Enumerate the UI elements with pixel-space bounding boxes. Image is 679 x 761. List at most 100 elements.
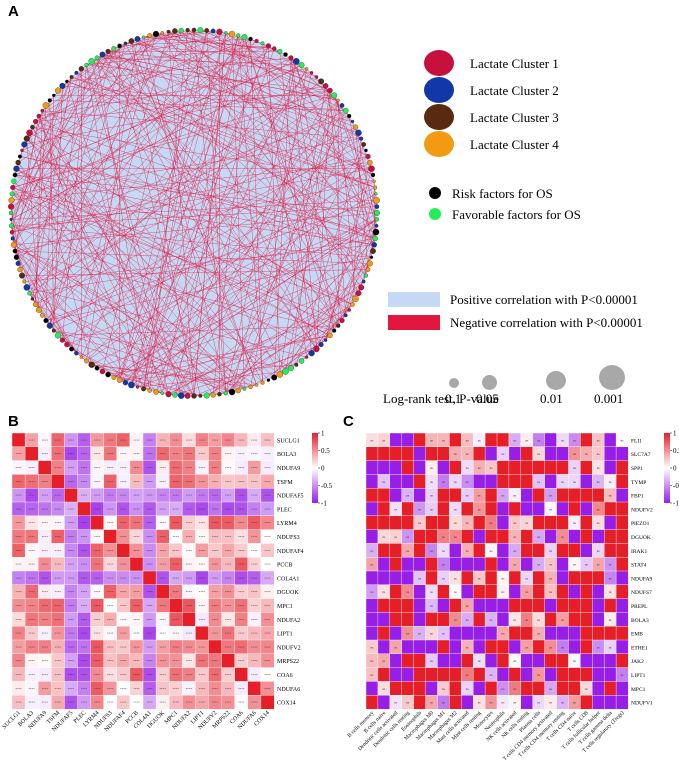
network-node xyxy=(8,203,15,210)
heatmap-cell-label: **** xyxy=(68,618,75,622)
network-node xyxy=(13,165,20,172)
heatmap-cell-label: **** xyxy=(15,494,22,498)
heatmap-cell xyxy=(568,543,581,558)
network-node xyxy=(54,332,62,339)
network-node xyxy=(165,391,172,398)
heatmap-row-label: JAK2 xyxy=(631,659,644,665)
positive-correlation-label: Positive correlation with P<0.00001 xyxy=(450,292,638,307)
heatmap-cell-label: **** xyxy=(120,438,127,442)
heatmap-row-label: PLEC xyxy=(277,507,292,513)
heatmap-cell-label: **** xyxy=(199,604,206,608)
heatmap-cell-label: **** xyxy=(68,480,75,484)
heatmap-cell-label: **** xyxy=(225,452,232,456)
heatmap-cell xyxy=(11,432,26,448)
heatmap-cell xyxy=(484,501,498,517)
heatmap-cell-label: ns xyxy=(466,618,470,622)
heatmap-cell-label: **** xyxy=(94,494,101,498)
heatmap-cell-label: **** xyxy=(28,535,35,539)
network-node xyxy=(235,387,241,394)
heatmap-cell-label: **** xyxy=(199,535,206,539)
heatmap-cell-label: **** xyxy=(146,659,153,663)
heatmap-cell-label: **** xyxy=(173,494,180,498)
heatmap-cell xyxy=(461,501,474,517)
network-node xyxy=(9,217,13,221)
heatmap-row-label: LYRM4 xyxy=(277,521,297,527)
heatmap-cell-label: **** xyxy=(28,701,35,705)
heatmap-cell-label: ns xyxy=(454,590,458,594)
heatmap-cell-label: ns xyxy=(418,576,422,580)
heatmap-cell-label: **** xyxy=(146,701,153,705)
heatmap-cell-label: **** xyxy=(212,701,219,705)
heatmap-cell-label: **** xyxy=(15,604,22,608)
heatmap-cell xyxy=(461,570,474,586)
heatmap-cell-label: ns xyxy=(454,507,458,511)
heatmap-b: **** **** **** **** **** **** **** **** **** ****… xyxy=(2,430,333,734)
heatmap-cell xyxy=(615,653,629,669)
heatmap-cell-label: ns xyxy=(430,507,434,511)
heatmap-cell xyxy=(437,598,450,613)
heatmap-cell-label: **** xyxy=(159,535,166,539)
heatmap-cell-label: **** xyxy=(81,687,88,691)
network-node xyxy=(21,141,28,148)
heatmap-cell-label: ns xyxy=(537,701,541,705)
heatmap-cell-label: **** xyxy=(81,659,88,663)
network-node xyxy=(15,159,21,166)
panel-label-a: A xyxy=(8,3,19,20)
heatmap-cell xyxy=(496,501,510,517)
heatmap-cell xyxy=(615,446,629,461)
heatmap-cell-label: ns xyxy=(609,494,613,498)
heatmap-cell xyxy=(389,584,403,600)
heatmap-cell-label: ns xyxy=(502,494,506,498)
heatmap-cell xyxy=(508,474,522,489)
heatmap-cell xyxy=(544,460,557,475)
heatmap-cell xyxy=(64,487,78,503)
heatmap-row-label: COA6 xyxy=(277,673,293,679)
network-node xyxy=(88,361,95,368)
heatmap-cell-label: **** xyxy=(159,466,166,470)
heatmap-cell xyxy=(603,667,617,682)
heatmap-cell-label: **** xyxy=(15,466,22,470)
heatmap-cell xyxy=(556,653,569,669)
heatmap-cell-label: **** xyxy=(225,466,232,470)
heatmap-cell-label: **** xyxy=(159,604,166,608)
heatmap-cell-label: **** xyxy=(212,466,219,470)
heatmap-cell xyxy=(142,570,157,586)
network-node xyxy=(74,70,79,75)
heatmap-cell-label: **** xyxy=(238,494,245,498)
heatmap-cell-label: **** xyxy=(120,535,127,539)
heatmap-cell-label: **** xyxy=(199,576,206,580)
heatmap-cell xyxy=(568,667,581,682)
pvalue-label-0.01: 0.01 xyxy=(540,391,563,406)
heatmap-cell-label: **** xyxy=(81,632,88,636)
heatmap-cell-label: **** xyxy=(173,632,180,636)
heatmap-cell xyxy=(580,487,593,503)
network-node xyxy=(350,302,355,307)
heatmap-cell-label: ns xyxy=(430,701,434,705)
heatmap-cell xyxy=(520,556,534,572)
heatmap-cell-label: ns xyxy=(573,563,577,567)
heatmap-cell xyxy=(580,460,593,475)
heatmap-cell-label: **** xyxy=(68,535,75,539)
heatmap-cell xyxy=(103,529,118,544)
heatmap-cell-label: **** xyxy=(238,549,245,553)
heatmap-cell xyxy=(155,584,170,600)
network-node xyxy=(134,36,141,42)
heatmap-cell-label: **** xyxy=(15,480,22,484)
network-node xyxy=(12,248,18,254)
heatmap-cell-label: **** xyxy=(238,604,245,608)
heatmap-cell-label: ns xyxy=(490,521,494,525)
heatmap-cell xyxy=(496,612,510,627)
heatmap-cell-label: **** xyxy=(15,673,22,677)
heatmap-cell xyxy=(425,570,438,586)
heatmap-cell xyxy=(401,501,415,517)
heatmap-cell-label: **** xyxy=(133,466,140,470)
heatmap-cell-label: **** xyxy=(159,521,166,525)
heatmap-cell-label: ns xyxy=(513,549,517,553)
heatmap-cell-label: ns xyxy=(525,521,529,525)
heatmap-cell-label: **** xyxy=(186,645,193,649)
network-node xyxy=(8,223,14,229)
heatmap-cell-label: ns xyxy=(466,549,470,553)
heatmap-cell-label: **** xyxy=(159,563,166,567)
heatmap-cell-label: ns xyxy=(430,494,434,498)
heatmap-cell-label: ns xyxy=(490,701,494,705)
